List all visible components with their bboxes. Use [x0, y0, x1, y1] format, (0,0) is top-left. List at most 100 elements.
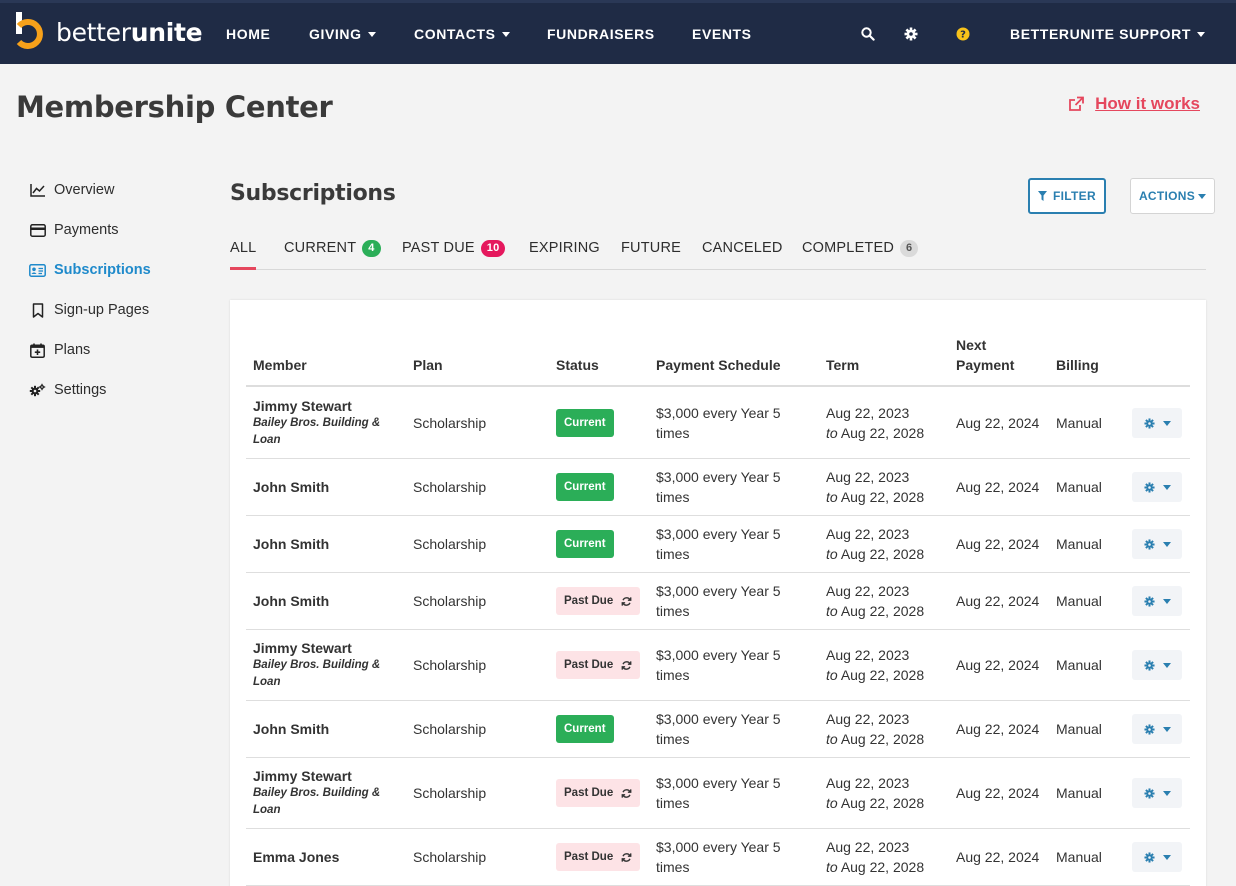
chevron-down-icon [1162, 484, 1171, 490]
row-settings-dropdown[interactable] [1132, 650, 1182, 680]
row-settings-dropdown[interactable] [1132, 714, 1182, 744]
sidebar-item-overview[interactable]: Overview [29, 170, 209, 210]
column-header-plan[interactable]: Plan [413, 357, 443, 373]
filter-button-label: FILTER [1053, 189, 1096, 203]
table-row[interactable]: John Smith Scholarship Past Due $3,000 ever… [246, 573, 1190, 630]
row-settings-dropdown[interactable] [1132, 586, 1182, 616]
nav-fundraisers-label: FUNDRAISERS [547, 26, 655, 42]
column-header-payment-schedule[interactable]: Payment Schedule [656, 357, 781, 373]
row-settings-dropdown[interactable] [1132, 472, 1182, 502]
tab-past-due[interactable]: PAST DUE 10 [402, 232, 506, 270]
bookmark-icon [29, 302, 46, 319]
help-icon[interactable]: ? [953, 22, 973, 46]
member-name[interactable]: Emma Jones [253, 849, 340, 865]
status-cell: Current [556, 473, 614, 501]
tab-expiring[interactable]: EXPIRING [529, 232, 600, 270]
filter-button[interactable]: FILTER [1028, 178, 1106, 214]
sidebar-item-label: Overview [54, 182, 115, 198]
tab-future[interactable]: FUTURE [621, 232, 681, 270]
next-payment-cell: Aug 22, 2024 [956, 849, 1040, 865]
billing-cell: Manual [1056, 479, 1102, 495]
chart-line-icon [29, 182, 46, 199]
status-badge-past-due: Past Due [556, 651, 641, 679]
sidebar-item-subscriptions[interactable]: Subscriptions [29, 250, 209, 290]
member-name[interactable]: Jimmy Stewart [253, 398, 352, 414]
member-name[interactable]: John Smith [253, 479, 330, 495]
column-header-next-payment[interactable]: Next Payment [956, 335, 1014, 375]
table-row[interactable]: John Smith Scholarship Current $3,000 every… [246, 459, 1190, 516]
sidebar-item-plans[interactable]: Plans [29, 330, 209, 370]
member-name[interactable]: John Smith [253, 593, 330, 609]
column-header-status[interactable]: Status [556, 357, 599, 373]
member-name[interactable]: Jimmy Stewart [253, 768, 352, 784]
gear-icon [1143, 659, 1155, 671]
term-start: Aug 22, 2023 [826, 839, 910, 855]
member-cell: Emma Jones [253, 848, 339, 866]
next-payment-cell: Aug 22, 2024 [956, 721, 1040, 737]
gear-icon [1143, 538, 1155, 550]
term-to-label: to [826, 795, 838, 811]
column-header-term[interactable]: Term [826, 357, 860, 373]
sidebar-item-signup-pages[interactable]: Sign-up Pages [29, 290, 209, 330]
table-row[interactable]: Jimmy Stewart Bailey Bros. Building & Loa… [246, 388, 1190, 459]
row-settings-dropdown[interactable] [1132, 778, 1182, 808]
logo-word-better: better [56, 17, 131, 47]
nav-events[interactable]: EVENTS [692, 0, 752, 64]
row-settings-dropdown[interactable] [1132, 529, 1182, 559]
table-row[interactable]: John Smith Scholarship Current $3,000 every… [246, 516, 1190, 573]
term-cell: Aug 22, 2023 to Aug 22, 2028 [826, 467, 924, 507]
section-title: Subscriptions [230, 181, 396, 206]
id-card-icon [29, 262, 46, 279]
payment-schedule-line2: times [656, 425, 690, 441]
nav-giving[interactable]: GIVING [309, 0, 376, 64]
row-settings-dropdown[interactable] [1132, 842, 1182, 872]
nav-home[interactable]: HOME [226, 0, 270, 64]
payment-schedule-line1: $3,000 every Year 5 [656, 583, 781, 599]
gear-icon [1143, 481, 1155, 493]
sidebar-item-settings[interactable]: Settings [29, 370, 209, 410]
sidebar-item-label: Plans [54, 342, 91, 358]
column-header-member[interactable]: Member [253, 357, 307, 373]
how-it-works-link[interactable]: How it works [1068, 94, 1200, 114]
subscription-tabs: ALL CURRENT 4 PAST DUE 10 EXPIRING FUTURE … [230, 232, 1206, 270]
betterunite-logo[interactable]: betterunite [14, 12, 203, 52]
table-row[interactable]: Emma Jones Scholarship Past Due $3,000 ever… [246, 829, 1190, 886]
table-row[interactable]: John Smith Scholarship Current $3,000 every… [246, 701, 1190, 758]
chevron-down-icon [1162, 598, 1171, 604]
row-settings-dropdown[interactable] [1132, 408, 1182, 438]
nav-contacts[interactable]: CONTACTS [414, 0, 510, 64]
top-nav-bar: betterunite HOME GIVING CONTACTS FUNDRAI… [0, 0, 1236, 64]
payment-schedule-line1: $3,000 every Year 5 [656, 526, 781, 542]
tab-canceled[interactable]: CANCELED [702, 232, 783, 270]
nav-fundraisers[interactable]: FUNDRAISERS [547, 0, 655, 64]
term-end: Aug 22, 2028 [840, 546, 925, 562]
member-cell: John Smith [253, 720, 329, 738]
status-badge-label: Past Due [564, 787, 614, 799]
calendar-plus-icon [29, 342, 46, 359]
column-header-billing[interactable]: Billing [1056, 357, 1099, 373]
tab-all[interactable]: ALL [230, 232, 257, 270]
member-name[interactable]: John Smith [253, 536, 330, 552]
account-menu[interactable]: BETTERUNITE SUPPORT [1010, 0, 1205, 64]
plan-cell: Scholarship [413, 849, 487, 865]
refresh-icon [621, 660, 632, 670]
gear-icon[interactable] [901, 22, 921, 46]
member-name[interactable]: Jimmy Stewart [253, 640, 352, 656]
term-cell: Aug 22, 2023 to Aug 22, 2028 [826, 645, 924, 685]
table-row[interactable]: Jimmy Stewart Bailey Bros. Building & Loa… [246, 630, 1190, 701]
term-start: Aug 22, 2023 [826, 469, 910, 485]
sidebar-item-payments[interactable]: Payments [29, 210, 209, 250]
term-cell: Aug 22, 2023 to Aug 22, 2028 [826, 709, 924, 749]
search-icon[interactable] [858, 22, 878, 46]
term-to-label: to [826, 731, 838, 747]
tab-completed[interactable]: COMPLETED 6 [802, 232, 919, 270]
actions-dropdown[interactable]: ACTIONS [1130, 178, 1215, 214]
payment-schedule-line1: $3,000 every Year 5 [656, 469, 781, 485]
plan-cell: Scholarship [413, 721, 487, 737]
logo-wordmark: betterunite [56, 17, 203, 47]
member-name[interactable]: John Smith [253, 721, 330, 737]
tab-current[interactable]: CURRENT 4 [284, 232, 381, 270]
table-row[interactable]: Jimmy Stewart Bailey Bros. Building & Loa… [246, 758, 1190, 829]
member-cell: Jimmy Stewart Bailey Bros. Building & Loa… [253, 639, 393, 691]
payment-schedule-line1: $3,000 every Year 5 [656, 775, 781, 791]
